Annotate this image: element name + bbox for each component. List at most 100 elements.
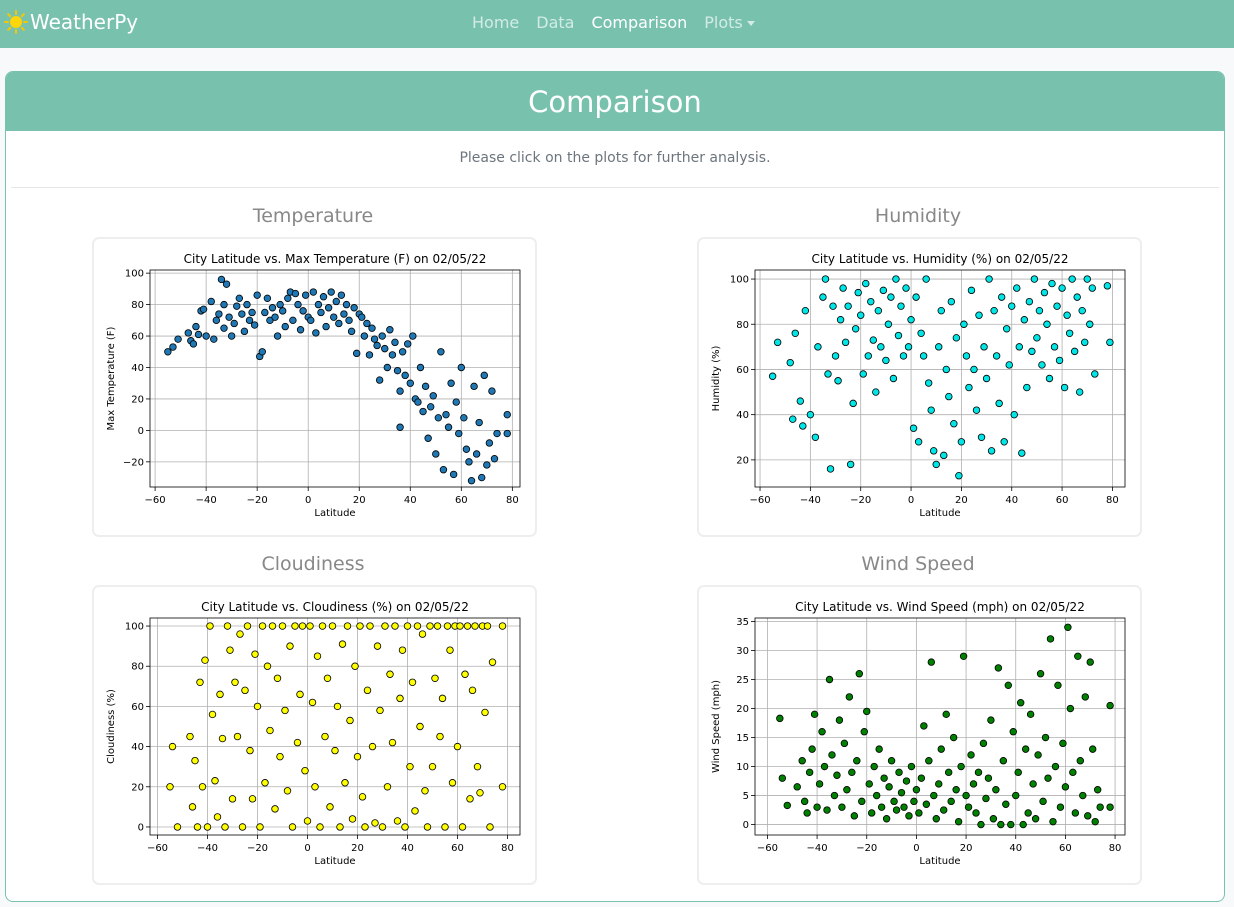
data-point: [462, 445, 471, 453]
data-point: [1093, 786, 1102, 794]
data-point: [902, 777, 911, 785]
data-point: [868, 809, 876, 817]
y-tick-label: 35: [736, 617, 749, 628]
data-point: [406, 762, 414, 771]
data-point: [284, 294, 292, 303]
data-point: [1034, 751, 1042, 759]
y-tick-label: 0: [138, 822, 144, 833]
data-point: [271, 313, 279, 321]
data-point: [814, 343, 822, 351]
x-tick-label: 80: [1106, 495, 1119, 506]
data-point: [436, 732, 444, 741]
data-point: [905, 812, 913, 820]
data-point: [199, 305, 208, 314]
plot-area: [150, 270, 520, 487]
data-point: [826, 465, 835, 473]
data-point: [915, 809, 923, 817]
y-tick-label: 60: [131, 702, 144, 713]
temperature-plot-card[interactable]: City Latitude vs. Max Temperature (F) on…: [92, 237, 537, 537]
data-point: [947, 797, 955, 806]
data-point: [468, 686, 477, 695]
data-point: [261, 779, 269, 787]
data-point: [293, 738, 302, 747]
data-point: [210, 335, 218, 343]
data-point: [281, 706, 289, 715]
data-point: [949, 733, 958, 742]
data-point: [472, 450, 481, 458]
data-point: [944, 768, 953, 777]
data-point: [191, 756, 199, 765]
data-point: [221, 823, 229, 831]
nav-home[interactable]: Home: [472, 12, 520, 32]
data-point: [925, 757, 933, 765]
data-point: [815, 780, 824, 788]
data-point: [786, 358, 794, 367]
data-point: [1060, 383, 1069, 392]
y-tick-label: 40: [736, 410, 749, 421]
data-point: [1021, 745, 1030, 753]
data-point: [1081, 693, 1089, 701]
data-point: [1059, 739, 1067, 748]
data-point: [498, 783, 507, 791]
data-point: [351, 662, 359, 670]
data-point: [218, 734, 227, 743]
data-point: [423, 823, 432, 831]
data-point: [930, 791, 938, 800]
data-point: [296, 690, 304, 699]
data-point: [273, 332, 282, 340]
data-point: [240, 327, 249, 336]
data-point: [352, 349, 361, 358]
data-point: [350, 304, 358, 312]
data-point: [192, 322, 200, 331]
data-point: [488, 387, 496, 395]
data-point: [294, 300, 302, 309]
data-point: [1036, 670, 1045, 678]
data-point: [840, 739, 849, 748]
plot-frame: [754, 617, 1126, 836]
data-point: [841, 338, 850, 347]
intro-text: Please click on the plots for further an…: [459, 150, 771, 166]
data-point: [803, 809, 811, 817]
data-point: [202, 332, 210, 340]
nav-data[interactable]: Data: [536, 12, 575, 32]
x-tick-label: −20: [850, 495, 871, 506]
data-point: [447, 379, 455, 387]
data-point: [897, 788, 906, 797]
data-point: [839, 284, 847, 292]
x-tick-label: 60: [1059, 843, 1072, 854]
humidity-chart: City Latitude vs. Humidity (%) on 02/05/…: [711, 252, 1126, 519]
data-point: [1014, 768, 1022, 777]
data-point: [243, 622, 252, 630]
data-point: [1053, 302, 1061, 310]
cloudiness-plot-card[interactable]: City Latitude vs. Cloudiness (%) on 02/0…: [92, 585, 537, 885]
data-point: [1039, 797, 1047, 806]
data-point: [206, 622, 214, 630]
data-point: [917, 329, 925, 337]
data-point: [465, 458, 473, 466]
data-point: [460, 414, 468, 422]
data-point: [849, 399, 857, 408]
data-point: [1030, 275, 1039, 283]
data-point: [952, 334, 961, 342]
wind-speed-plot-card[interactable]: City Latitude vs. Wind Speed (mph) on 02…: [697, 585, 1142, 885]
data-point: [194, 330, 203, 339]
data-point: [987, 447, 996, 455]
data-point: [222, 280, 231, 288]
data-point: [414, 398, 422, 406]
chart-title: City Latitude vs. Wind Speed (mph) on 02…: [795, 600, 1085, 614]
x-tick-label: 80: [1109, 843, 1122, 854]
page-title: Comparison: [528, 84, 702, 119]
nav-comparison[interactable]: Comparison: [591, 12, 688, 32]
data-point: [783, 801, 791, 810]
data-point: [910, 797, 918, 806]
data-point: [456, 622, 464, 630]
brand-link[interactable]: WeatherPy: [4, 6, 138, 38]
data-point: [909, 424, 918, 432]
y-tick-label: 15: [736, 733, 749, 744]
data-point: [1070, 347, 1079, 356]
data-point: [1103, 282, 1112, 290]
data-point: [196, 678, 204, 686]
humidity-plot-card[interactable]: City Latitude vs. Humidity (%) on 02/05/…: [697, 237, 1142, 537]
data-point: [256, 823, 264, 831]
nav-plots-dropdown[interactable]: Plots: [704, 13, 755, 32]
